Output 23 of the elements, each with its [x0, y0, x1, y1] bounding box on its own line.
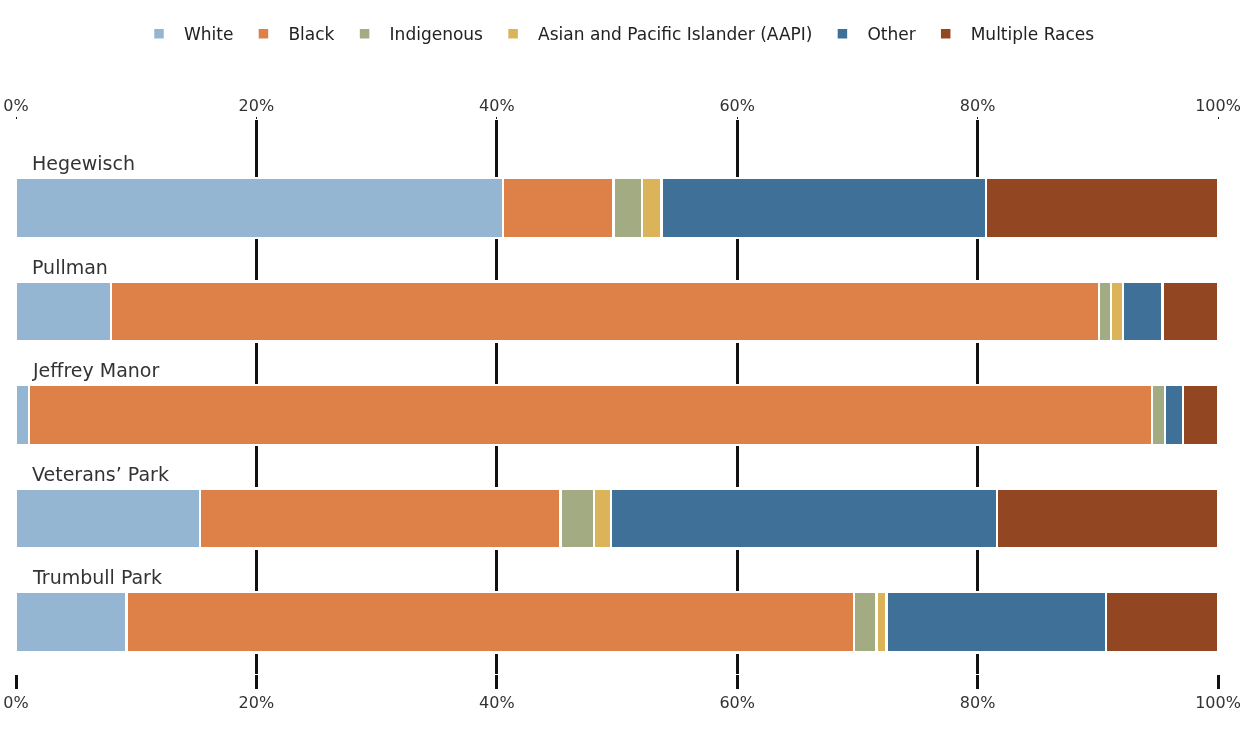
y-tick-label: Veterans’ Park [32, 463, 169, 485]
x-tick-label: 60% [719, 95, 755, 115]
x2-tick-label: 60% [719, 693, 755, 713]
y-tick-label: Trumbull Park [32, 566, 162, 588]
x2-tick-label: 100% [1195, 693, 1241, 713]
y-tick-label: Pullman [32, 256, 108, 278]
legend-label: Black [288, 24, 335, 45]
legend-label: Multiple Races [970, 24, 1095, 45]
y-tick-label: Hegewisch [32, 152, 135, 174]
legend-label: Indigenous [389, 24, 484, 45]
legend-label: Other [867, 24, 916, 45]
legend-label: Asian and Pacific Islander (AAPI) [538, 24, 813, 45]
x-tick-label: 80% [959, 95, 996, 115]
x-tick-label: 40% [479, 95, 515, 115]
x-tick-label: 20% [238, 95, 275, 115]
x2-tick-label: 80% [959, 693, 996, 713]
y-tick-label: Jeffrey Manor [32, 359, 160, 381]
legend-label: White [184, 24, 234, 45]
x2-tick-label: 20% [238, 693, 275, 713]
x-tick-label: 100% [1195, 95, 1241, 115]
x2-tick-label: 40% [479, 693, 515, 713]
x-tick-label: 0% [3, 95, 29, 115]
x2-tick-label: 0% [3, 693, 29, 713]
